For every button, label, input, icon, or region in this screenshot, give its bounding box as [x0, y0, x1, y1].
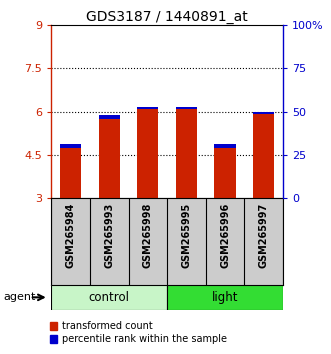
Bar	[176, 109, 197, 198]
Bar	[214, 148, 236, 198]
Text: GSM265998: GSM265998	[143, 202, 153, 268]
Bar	[99, 119, 120, 198]
Text: GSM265997: GSM265997	[259, 202, 269, 268]
FancyBboxPatch shape	[51, 285, 167, 310]
Bar	[253, 114, 274, 198]
Text: GSM265995: GSM265995	[181, 202, 191, 268]
Bar	[99, 115, 120, 119]
Text: agent: agent	[3, 292, 36, 302]
Text: control: control	[89, 291, 130, 304]
Text: light: light	[212, 291, 238, 304]
Text: GSM265984: GSM265984	[66, 202, 75, 268]
Bar	[137, 109, 159, 198]
Bar	[253, 112, 274, 114]
Bar	[60, 144, 81, 148]
Bar	[60, 148, 81, 198]
Text: GSM265996: GSM265996	[220, 202, 230, 268]
FancyBboxPatch shape	[167, 285, 283, 310]
Title: GDS3187 / 1440891_at: GDS3187 / 1440891_at	[86, 10, 248, 24]
Text: GSM265993: GSM265993	[104, 202, 114, 268]
Bar	[137, 107, 159, 109]
Bar	[176, 107, 197, 109]
Legend: transformed count, percentile rank within the sample: transformed count, percentile rank withi…	[50, 321, 227, 344]
Bar	[214, 144, 236, 148]
